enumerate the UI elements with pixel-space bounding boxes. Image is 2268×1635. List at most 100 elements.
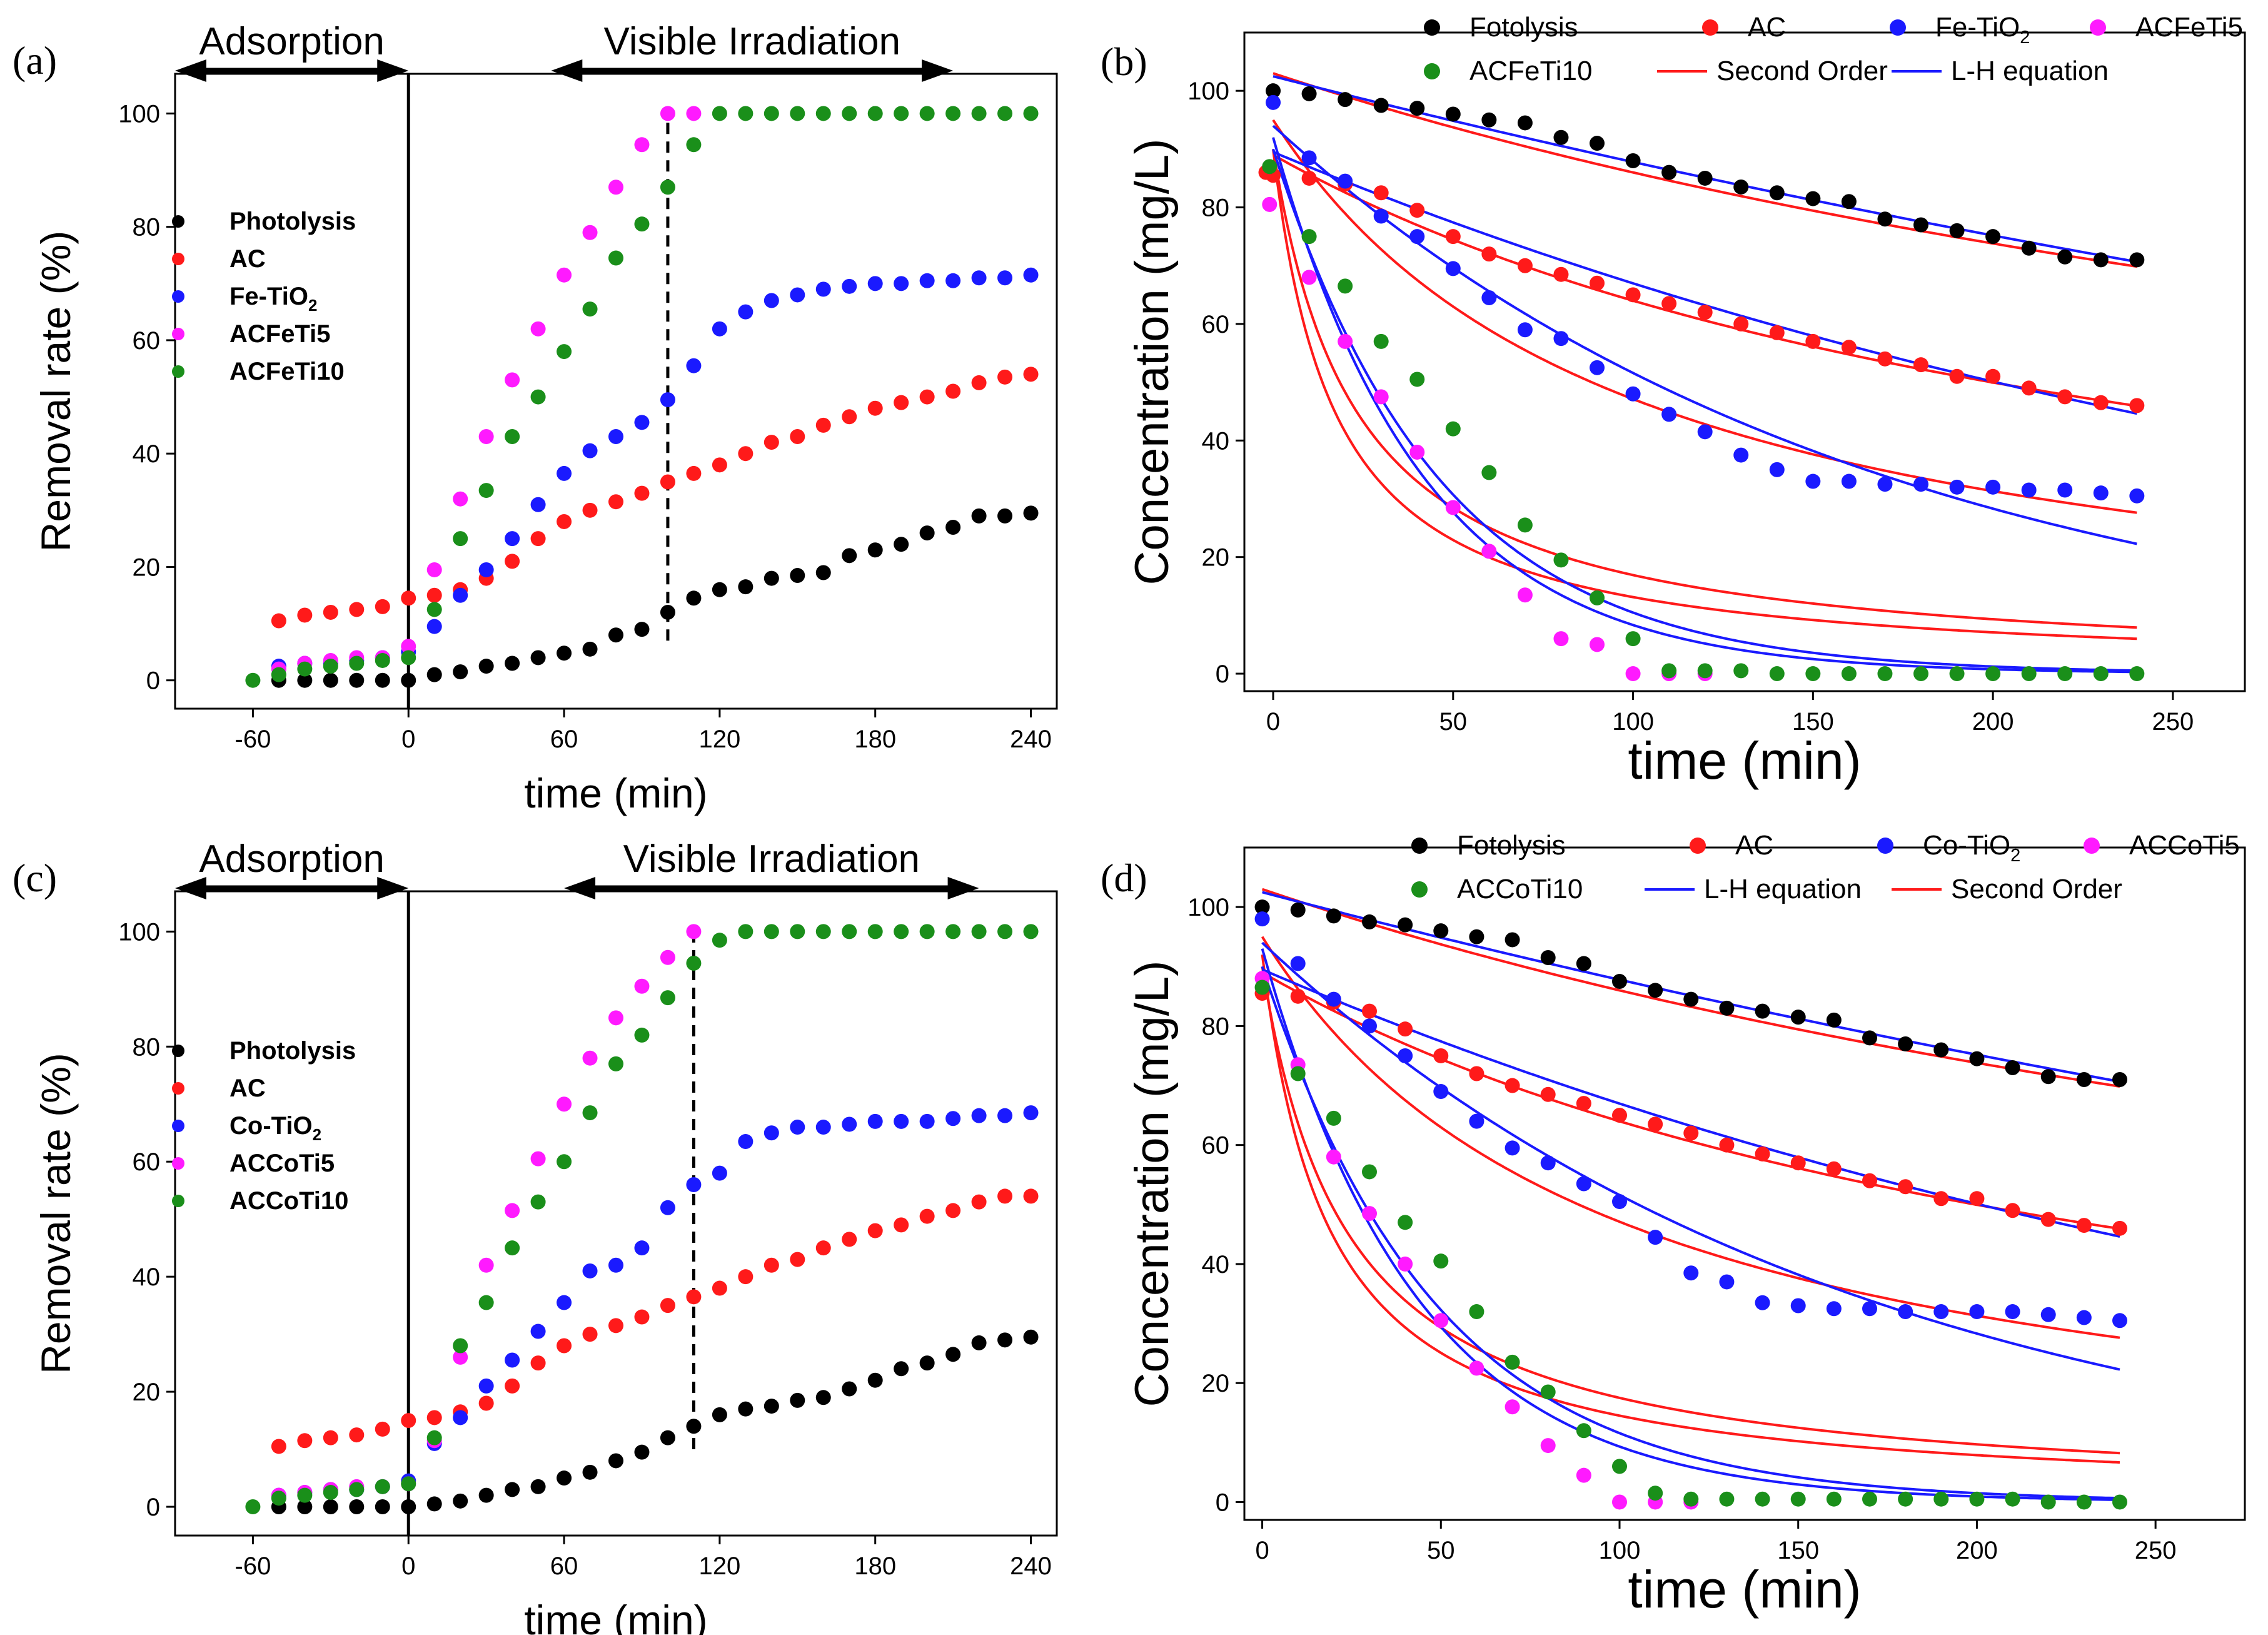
data-point-photolysis (505, 656, 520, 671)
data-point-accoti10 (2005, 1491, 2020, 1507)
data-point-photolysis (349, 1499, 365, 1515)
x-tick-label: 60 (550, 726, 578, 753)
data-point-acfeti10 (1023, 106, 1039, 121)
data-point-ac (867, 400, 883, 416)
data-point-acfeti10 (1805, 666, 1821, 682)
data-point-accoti5 (530, 1151, 546, 1167)
data-point-ac (815, 1240, 831, 1256)
data-point-fotolysis (1517, 115, 1533, 131)
data-point-fe-tio2 (1373, 208, 1389, 224)
x-tick-label: 0 (1266, 708, 1280, 736)
data-point-ac (1683, 1125, 1699, 1141)
data-point-ac (945, 1203, 961, 1218)
data-point-ac (557, 514, 572, 529)
x-tick-label: 240 (1010, 726, 1052, 753)
data-point-accoti10 (1023, 924, 1039, 939)
data-point-accoti5 (1326, 1149, 1341, 1165)
data-point-ac (1362, 1003, 1377, 1019)
data-point-accoti10 (1790, 1491, 1806, 1507)
data-point-co-tio2 (1433, 1084, 1449, 1100)
data-point-accoti5 (1612, 1494, 1627, 1510)
data-point-photolysis (453, 1493, 468, 1509)
data-point-ac (1590, 275, 1605, 291)
data-point-photolysis (401, 1499, 416, 1515)
data-point-photolysis (660, 1430, 675, 1445)
data-point-fe-tio2 (1697, 424, 1713, 440)
data-point-co-tio2 (557, 1295, 572, 1310)
legend-marker-fe-tio2 (172, 290, 184, 303)
data-point-acfeti10 (2021, 666, 2037, 682)
data-point-acfeti10 (1769, 666, 1785, 682)
data-point-fotolysis (1590, 136, 1605, 151)
data-point-photolysis (945, 1347, 961, 1362)
data-point-co-tio2 (608, 1257, 623, 1273)
data-point-accoti10 (1683, 1491, 1699, 1507)
data-point-ac (1805, 333, 1821, 349)
data-point-co-tio2 (2076, 1310, 2092, 1325)
data-point-fe-tio2 (1805, 473, 1821, 489)
data-point-accoti10 (1898, 1491, 1913, 1507)
data-point-accoti10 (1362, 1164, 1377, 1180)
data-point-ac (1398, 1021, 1413, 1037)
data-point-fotolysis (1540, 949, 1556, 965)
data-point-photolysis (997, 1332, 1013, 1348)
data-point-accoti5 (505, 1203, 520, 1218)
data-point-ac (530, 1355, 546, 1371)
data-point-accoti10 (2040, 1494, 2056, 1510)
data-point-accoti10 (660, 990, 675, 1006)
data-point-accoti10 (401, 1476, 416, 1492)
data-point-accoti5 (1433, 1313, 1449, 1329)
data-point-fe-tio2 (1409, 229, 1425, 245)
phase-label-irradiation: Visible Irradiation (623, 838, 920, 881)
data-point-accoti10 (790, 924, 805, 939)
panel-label: (a) (13, 38, 57, 83)
legend-label-ac: AC (1748, 12, 1786, 43)
data-point-acfeti10 (2129, 666, 2145, 682)
data-point-accoti10 (867, 924, 883, 939)
data-point-acfeti10 (1877, 666, 1893, 682)
data-point-acfeti10 (945, 106, 961, 121)
data-point-acfeti10 (1517, 517, 1533, 533)
data-point-photolysis (375, 1499, 390, 1515)
data-point-ac (738, 1269, 753, 1285)
data-point-photolysis (349, 672, 365, 688)
y-tick-label: 20 (133, 554, 161, 581)
data-point-acfeti10 (401, 650, 416, 666)
legend-label-l-h-equation: L-H equation (1951, 56, 2109, 86)
data-point-ac (764, 435, 779, 450)
data-point-accoti10 (1933, 1491, 1949, 1507)
data-point-co-tio2 (971, 1108, 987, 1123)
data-point-fotolysis (2093, 252, 2109, 268)
data-point-photolysis (971, 1335, 987, 1350)
data-point-acfeti10 (375, 652, 390, 668)
data-point-ac (478, 1395, 494, 1411)
data-point-acfeti5 (1409, 444, 1425, 460)
y-axis-label: Removal rate (%) (33, 1053, 79, 1374)
x-tick-label: 50 (1439, 708, 1468, 736)
data-point-photolysis (660, 604, 675, 620)
data-point-accoti10 (1504, 1354, 1520, 1370)
y-tick-label: 80 (1202, 1013, 1230, 1040)
data-point-accoti5 (557, 1096, 572, 1112)
data-point-ac (1625, 287, 1641, 303)
data-point-accoti10 (738, 924, 753, 939)
data-point-ac (1697, 305, 1713, 320)
data-point-accoti10 (478, 1295, 494, 1310)
data-point-acfeti5 (634, 137, 650, 153)
x-axis-label: time (min) (524, 770, 707, 816)
adsorption-arrow-head-left (175, 877, 206, 899)
data-point-accoti10 (894, 924, 909, 939)
irradiation-arrow-head-right (922, 59, 954, 82)
data-point-ac (660, 474, 675, 490)
data-point-acfeti10 (245, 672, 261, 688)
data-point-fe-tio2 (505, 531, 520, 547)
data-point-ac (1540, 1086, 1556, 1102)
data-point-accoti10 (919, 924, 935, 939)
data-point-fe-tio2 (1985, 479, 2001, 495)
data-point-fotolysis (2040, 1069, 2056, 1085)
data-point-fe-tio2 (686, 358, 702, 373)
data-point-ac (945, 383, 961, 399)
data-point-acfeti10 (349, 656, 365, 671)
data-point-ac (842, 1232, 857, 1247)
data-point-fotolysis (2005, 1060, 2020, 1075)
